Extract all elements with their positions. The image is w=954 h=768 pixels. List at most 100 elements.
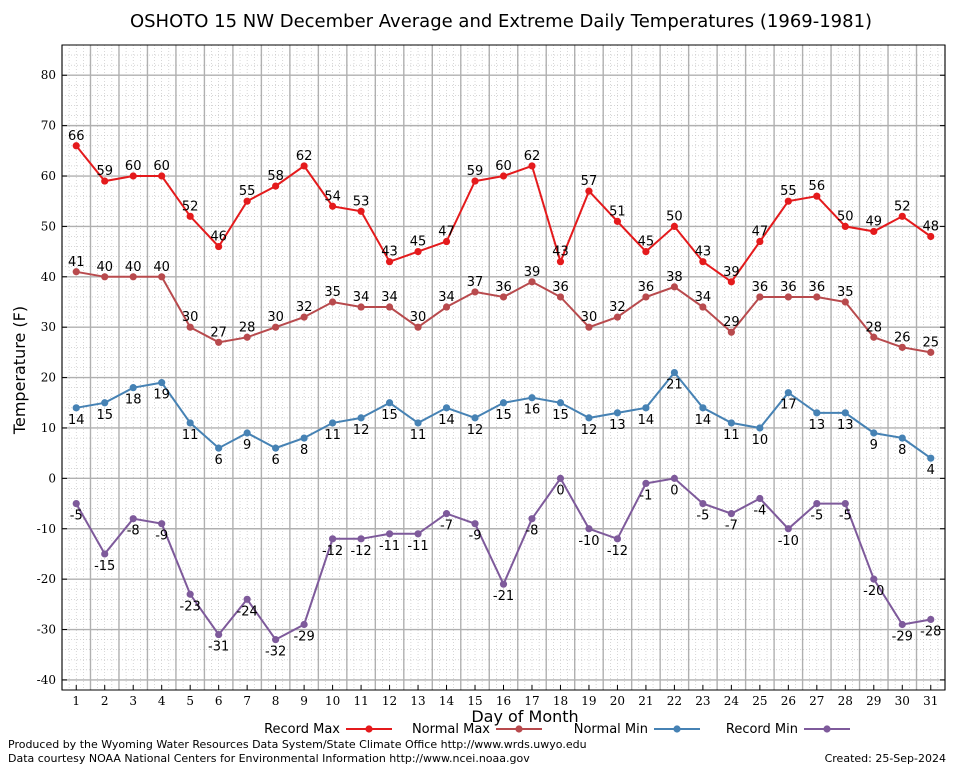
x-tick-label: 25 <box>752 694 767 708</box>
data-label-record-max: 56 <box>809 179 826 194</box>
data-point-record-min <box>158 520 166 528</box>
data-point-normal-max <box>642 293 650 301</box>
series-normal-max: 41 40 40 40 30 27 28 30 32 35 34 34 30 34 37 36 39 36 30 32… <box>68 255 939 356</box>
data-label-record-max: 47 <box>752 225 769 240</box>
data-label-record-min: -8 <box>127 524 140 539</box>
data-label-normal-max: 40 <box>96 260 113 275</box>
data-label-normal-min: 15 <box>552 408 569 423</box>
data-point-record-min <box>756 494 764 503</box>
x-tick-label: 24 <box>724 694 740 708</box>
data-point-record-max <box>699 258 707 266</box>
data-point-normal-min <box>186 419 194 427</box>
data-point-record-max <box>499 172 508 180</box>
data-point-record-max <box>927 232 935 241</box>
data-point-record-min <box>414 530 422 538</box>
legend-swatch-marker-record-max <box>365 725 373 733</box>
legend-label-normal-max: Normal Max <box>412 722 490 737</box>
data-point-record-min <box>72 499 80 508</box>
data-label-normal-min: 4 <box>927 463 935 478</box>
data-label-record-min: -20 <box>863 584 884 599</box>
data-point-normal-max <box>699 303 707 311</box>
data-label-normal-min: 13 <box>837 418 854 433</box>
chart-title: OSHOTO 15 NW December Average and Extrem… <box>130 11 872 32</box>
data-label-normal-min: 19 <box>153 388 170 403</box>
data-label-record-min: -5 <box>810 509 823 524</box>
data-point-record-min <box>471 520 479 528</box>
data-label-normal-min: 15 <box>495 408 512 423</box>
data-point-record-min <box>813 499 821 508</box>
x-tick-label: 26 <box>781 694 796 708</box>
y-tick-label: 20 <box>41 371 56 385</box>
y-tick-label: -20 <box>37 572 56 586</box>
data-label-record-min: -5 <box>839 509 852 524</box>
data-point-record-max <box>585 187 593 195</box>
data-point-record-max <box>642 248 650 256</box>
data-label-normal-max: 36 <box>752 280 769 295</box>
data-point-record-max <box>328 202 337 210</box>
x-tick-label: 2 <box>101 694 109 708</box>
data-label-record-max: 55 <box>780 184 797 199</box>
x-tick-label: 22 <box>667 694 682 708</box>
footer-producer: Produced by the Wyoming Water Resources … <box>8 738 587 751</box>
data-label-normal-max: 41 <box>68 255 85 270</box>
data-label-record-max: 48 <box>922 219 939 234</box>
data-label-record-min: -7 <box>725 519 738 534</box>
data-point-record-max <box>670 222 679 231</box>
x-tick-label: 17 <box>524 694 539 708</box>
x-tick-label: 6 <box>215 694 223 708</box>
data-point-record-min <box>699 499 707 508</box>
data-point-normal-min <box>471 414 479 422</box>
data-point-normal-min <box>528 394 536 402</box>
data-label-record-min: -12 <box>350 544 371 559</box>
x-tick-label: 5 <box>186 694 194 708</box>
data-label-normal-min: 9 <box>243 438 251 453</box>
data-label-normal-max: 34 <box>353 290 370 305</box>
data-label-normal-min: 18 <box>125 393 142 408</box>
data-point-record-max <box>556 258 565 266</box>
data-label-record-min: -12 <box>322 544 343 559</box>
data-label-record-max: 59 <box>96 164 113 179</box>
data-label-record-max: 52 <box>894 199 911 214</box>
data-point-record-max <box>186 212 194 220</box>
data-point-record-min <box>385 530 394 538</box>
data-label-record-max: 45 <box>638 235 655 250</box>
x-tick-label: 19 <box>581 694 596 708</box>
data-label-normal-max: 28 <box>866 320 883 335</box>
x-tick-label: 8 <box>272 694 280 708</box>
data-point-normal-min <box>585 414 593 422</box>
data-point-record-max <box>442 237 451 246</box>
x-tick-label: 27 <box>809 694 824 708</box>
data-point-normal-max <box>385 303 394 311</box>
data-label-record-max: 50 <box>837 209 854 224</box>
data-point-record-max <box>813 192 821 200</box>
data-label-record-min: -11 <box>379 539 400 554</box>
data-label-record-max: 60 <box>495 159 512 174</box>
data-label-record-max: 57 <box>581 174 598 189</box>
data-point-record-min <box>585 525 593 533</box>
data-point-normal-min <box>841 409 849 417</box>
y-tick-label: -40 <box>37 673 56 687</box>
data-point-normal-max <box>670 283 679 291</box>
data-label-record-min: -10 <box>578 534 599 549</box>
x-tick-label: 23 <box>695 694 710 708</box>
data-label-normal-max: 34 <box>381 290 398 305</box>
legend-swatch-marker-record-min <box>823 725 831 733</box>
data-point-normal-max <box>272 323 280 331</box>
data-label-normal-min: 6 <box>215 453 223 468</box>
data-label-normal-min: 8 <box>898 443 906 458</box>
data-point-normal-min <box>870 429 878 437</box>
data-point-record-max <box>727 278 735 286</box>
data-label-normal-min: 17 <box>780 398 797 413</box>
y-tick-label: 30 <box>41 320 56 334</box>
data-point-record-min <box>556 474 565 482</box>
data-point-record-max <box>756 237 764 246</box>
data-label-record-min: -4 <box>753 504 766 519</box>
data-label-normal-max: 32 <box>296 300 313 315</box>
legend-swatch-marker-normal-min <box>673 725 681 733</box>
y-tick-label: 0 <box>48 471 56 485</box>
data-label-record-min: -28 <box>920 624 941 639</box>
data-label-normal-max: 37 <box>467 275 484 290</box>
series-record-max: 66 59 60 60 52 46 55 58 62 54 53 43 45 47 59 60 62 43 57 51… <box>68 129 939 286</box>
data-label-record-max: 55 <box>239 184 256 199</box>
